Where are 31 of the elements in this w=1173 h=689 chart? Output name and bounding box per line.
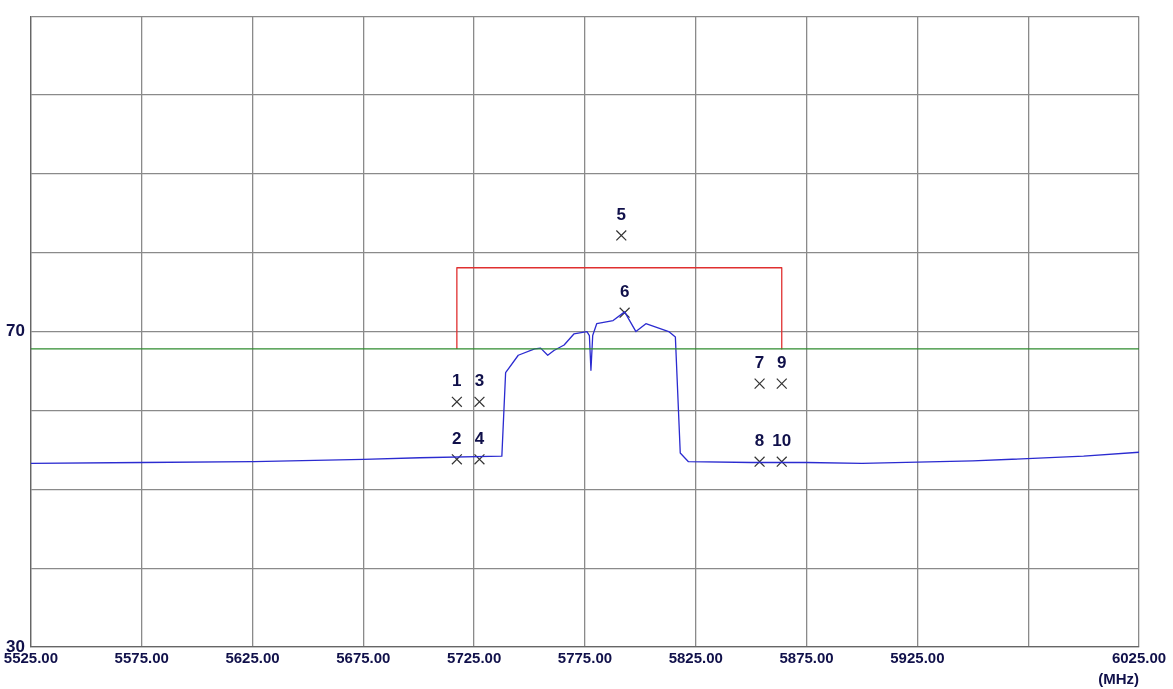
x-tick-label: 5725.00 <box>447 649 502 667</box>
x-tick-label: 5575.00 <box>114 649 169 667</box>
annotation: 1 <box>452 370 462 390</box>
point <box>776 456 788 468</box>
x-tick-label: 6025.00 <box>1111 649 1167 667</box>
point <box>754 456 766 468</box>
annotation: 10 <box>772 430 792 450</box>
annotation: 8 <box>754 430 765 450</box>
point <box>473 453 486 465</box>
annotation: 2 <box>452 428 462 448</box>
x-tick-label: 5925.00 <box>890 649 945 667</box>
point <box>776 378 788 390</box>
point <box>619 307 631 319</box>
x-tick-label: 5825.00 <box>668 649 723 667</box>
x-tick-label: 5675.00 <box>336 649 391 667</box>
point <box>754 378 766 390</box>
x-tick-label: 5875.00 <box>779 649 834 667</box>
annotation: 7 <box>754 352 765 372</box>
point <box>473 396 486 408</box>
y-tick-label: 70 <box>5 321 25 341</box>
annotation: 4 <box>474 428 485 448</box>
annotation: 3 <box>474 370 485 390</box>
annotation: 5 <box>616 204 627 224</box>
x-axis-title: (MHz) <box>1098 670 1139 688</box>
x-tick-label: 5625.00 <box>225 649 280 667</box>
point <box>451 453 463 465</box>
annotation: 6 <box>619 281 630 301</box>
point <box>451 396 463 408</box>
annotation: 9 <box>777 352 787 372</box>
x-tick-label: 5775.00 <box>557 649 613 667</box>
point <box>615 229 627 241</box>
